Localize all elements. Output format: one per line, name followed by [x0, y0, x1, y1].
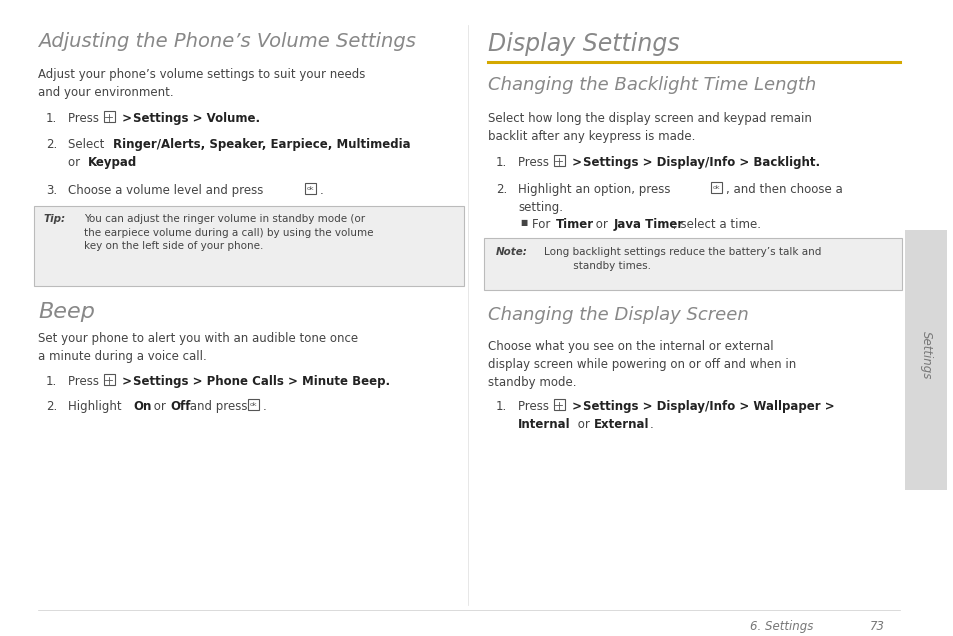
Text: Long backlight settings reduce the battery’s talk and
         standby times.: Long backlight settings reduce the batte… — [543, 247, 821, 270]
Text: Press: Press — [517, 400, 552, 413]
Text: >: > — [567, 400, 585, 413]
Text: Timer: Timer — [556, 218, 594, 231]
Text: Beep: Beep — [38, 302, 94, 322]
Text: Java Timer: Java Timer — [614, 218, 683, 231]
Text: Keypad: Keypad — [88, 156, 137, 169]
Text: setting.: setting. — [517, 201, 562, 214]
Text: On: On — [132, 400, 152, 413]
Text: or: or — [150, 400, 170, 413]
Bar — [483, 238, 901, 290]
Text: Settings: Settings — [919, 331, 931, 379]
Text: Set your phone to alert you with an audible tone once
a minute during a voice ca: Set your phone to alert you with an audi… — [38, 332, 357, 363]
Bar — [248, 399, 258, 410]
Text: Select: Select — [68, 138, 108, 151]
Text: Press: Press — [68, 112, 103, 125]
Text: or: or — [68, 156, 84, 169]
Bar — [710, 182, 721, 193]
Text: >: > — [567, 156, 585, 169]
Text: 6. Settings: 6. Settings — [749, 620, 813, 633]
Text: Press: Press — [68, 375, 103, 388]
Text: Choose what you see on the internal or external
display screen while powering on: Choose what you see on the internal or e… — [488, 340, 796, 389]
Text: 1.: 1. — [496, 400, 507, 413]
Bar — [554, 155, 564, 166]
Text: Changing the Backlight Time Length: Changing the Backlight Time Length — [488, 76, 816, 94]
Text: 1.: 1. — [46, 375, 57, 388]
Text: Settings > Volume.: Settings > Volume. — [132, 112, 260, 125]
Text: Press: Press — [517, 156, 552, 169]
Bar — [305, 183, 315, 194]
Text: Display Settings: Display Settings — [488, 32, 679, 56]
Text: 2.: 2. — [46, 138, 57, 151]
Text: ok: ok — [712, 186, 720, 191]
Bar — [104, 374, 115, 385]
Bar — [34, 206, 463, 286]
Text: Highlight an option, press: Highlight an option, press — [517, 183, 674, 196]
Text: .: . — [649, 418, 653, 431]
Text: Choose a volume level and press: Choose a volume level and press — [68, 184, 267, 197]
Text: External: External — [594, 418, 649, 431]
Text: Internal: Internal — [517, 418, 570, 431]
Text: Adjust your phone’s volume settings to suit your needs
and your environment.: Adjust your phone’s volume settings to s… — [38, 68, 365, 99]
Text: 2.: 2. — [496, 183, 507, 196]
Text: , select a time.: , select a time. — [672, 218, 760, 231]
Text: Highlight: Highlight — [68, 400, 125, 413]
Text: 73: 73 — [869, 620, 884, 633]
Text: Changing the Display Screen: Changing the Display Screen — [488, 306, 748, 324]
Text: ok: ok — [306, 186, 314, 191]
Text: 2.: 2. — [46, 400, 57, 413]
Text: .: . — [263, 400, 267, 413]
Text: Select how long the display screen and keypad remain
backlit after any keypress : Select how long the display screen and k… — [488, 112, 811, 143]
Text: Adjusting the Phone’s Volume Settings: Adjusting the Phone’s Volume Settings — [38, 32, 416, 51]
Text: , and then choose a: , and then choose a — [725, 183, 841, 196]
Bar — [554, 399, 564, 410]
Bar — [104, 111, 115, 122]
Text: Note:: Note: — [496, 247, 527, 257]
Text: ■: ■ — [519, 218, 527, 227]
Text: .: . — [319, 184, 323, 197]
Text: Settings > Display/Info > Wallpaper >: Settings > Display/Info > Wallpaper > — [582, 400, 834, 413]
Text: ok: ok — [249, 403, 256, 408]
Bar — [904, 230, 946, 490]
Text: and press: and press — [186, 400, 251, 413]
Text: Ringer/Alerts, Speaker, Earpiece, Multimedia: Ringer/Alerts, Speaker, Earpiece, Multim… — [112, 138, 410, 151]
Text: Settings > Display/Info > Backlight.: Settings > Display/Info > Backlight. — [582, 156, 820, 169]
Text: Settings > Phone Calls > Minute Beep.: Settings > Phone Calls > Minute Beep. — [132, 375, 390, 388]
Text: 1.: 1. — [496, 156, 507, 169]
Text: 3.: 3. — [46, 184, 57, 197]
Text: For: For — [532, 218, 554, 231]
Text: or: or — [574, 418, 593, 431]
Text: Off: Off — [170, 400, 191, 413]
Text: or: or — [592, 218, 611, 231]
Text: >: > — [118, 375, 136, 388]
Text: You can adjust the ringer volume in standby mode (or
the earpiece volume during : You can adjust the ringer volume in stan… — [84, 214, 374, 251]
Text: >: > — [118, 112, 136, 125]
Text: .: . — [132, 156, 135, 169]
Text: Tip:: Tip: — [44, 214, 66, 224]
Text: 1.: 1. — [46, 112, 57, 125]
